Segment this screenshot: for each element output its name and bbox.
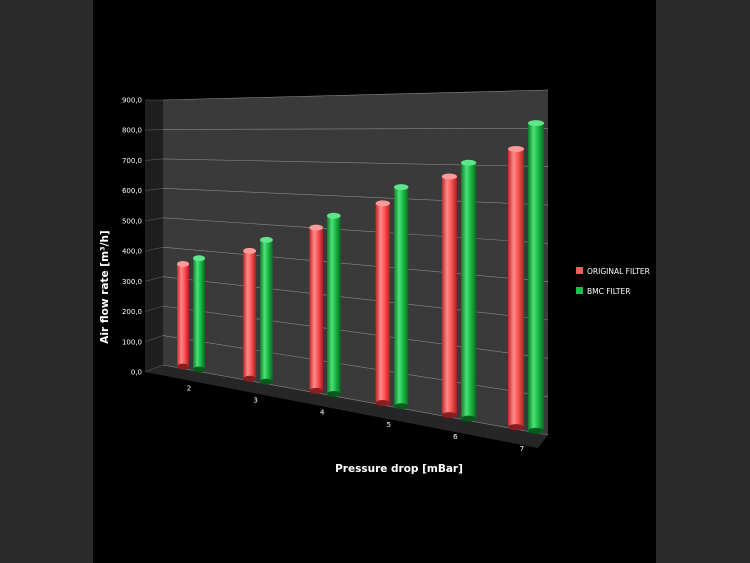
bar-original-filter xyxy=(177,261,189,370)
side-gridline xyxy=(144,364,164,373)
side-gridline xyxy=(144,305,164,312)
legend-label-original-filter: ORIGINAL FILTER xyxy=(587,267,650,276)
x-tick-label: 4 xyxy=(320,409,325,417)
bar-bmc-filter xyxy=(528,120,544,434)
bars xyxy=(177,120,544,434)
x-tick-label: 3 xyxy=(253,397,257,405)
bar-original-filter xyxy=(375,200,390,406)
x-axis-title: Pressure drop [mBar] xyxy=(335,463,463,475)
side-gridline xyxy=(144,335,164,343)
side-gridline xyxy=(144,276,164,282)
bar-bmc-filter xyxy=(394,184,409,410)
gridline xyxy=(162,335,549,397)
gridline xyxy=(162,217,549,244)
gridline xyxy=(162,89,549,101)
y-tick-label: 200,0 xyxy=(122,308,142,316)
legend: ORIGINAL FILTER BMC FILTER xyxy=(576,267,650,296)
legend-label-bmc-filter: BMC FILTER xyxy=(587,287,630,296)
y-tick-label: 600,0 xyxy=(122,187,142,195)
gridline xyxy=(162,128,549,130)
gridline xyxy=(162,364,549,436)
bar-original-filter xyxy=(441,173,457,419)
gridline xyxy=(162,188,549,206)
chart-side-wall xyxy=(145,100,163,372)
gridline xyxy=(162,246,549,282)
gridline xyxy=(162,305,549,359)
x-axis-tick-labels: 2 3 4 5 6 7 xyxy=(187,384,524,453)
x-tick-label: 5 xyxy=(387,421,391,429)
bar-original-filter xyxy=(243,247,256,382)
y-tick-label: 400,0 xyxy=(122,248,142,256)
bar-original-filter xyxy=(309,224,323,394)
gridline xyxy=(162,158,549,167)
y-tick-label: 100,0 xyxy=(122,338,142,346)
bar-chart: 0,0 100,0 200,0 300,0 400,0 500,0 600,0 700,0 80… xyxy=(99,89,650,475)
bar-bmc-filter xyxy=(461,159,477,422)
bar-bmc-filter xyxy=(327,212,341,398)
side-gridline xyxy=(144,188,164,191)
x-tick-label: 6 xyxy=(453,433,458,441)
legend-swatch-bmc-filter xyxy=(576,287,583,294)
side-gridline xyxy=(144,217,164,222)
y-tick-label: 900,0 xyxy=(122,97,142,105)
bar-original-filter xyxy=(508,146,524,431)
side-gridline xyxy=(144,246,164,252)
side-gridline xyxy=(144,158,164,161)
y-tick-label: 300,0 xyxy=(122,278,142,286)
chart-panel: 0,0 100,0 200,0 300,0 400,0 500,0 600,0 700,0 80… xyxy=(93,0,656,563)
chart-floor xyxy=(145,365,548,448)
y-axis-title: Air flow rate [m³/h] xyxy=(99,230,111,343)
x-tick-label: 7 xyxy=(520,445,524,453)
side-gridline xyxy=(144,129,164,131)
y-tick-label: 0,0 xyxy=(131,369,142,377)
y-tick-label: 700,0 xyxy=(122,157,142,165)
y-tick-label: 800,0 xyxy=(122,127,142,135)
y-tick-label: 500,0 xyxy=(122,217,142,225)
gridlines xyxy=(144,89,549,436)
legend-swatch-original-filter xyxy=(576,267,583,274)
y-axis-tick-labels: 0,0 100,0 200,0 300,0 400,0 500,0 600,0 700,0 80… xyxy=(122,97,142,377)
bar-bmc-filter xyxy=(260,236,273,385)
gridline xyxy=(162,276,549,321)
bar-bmc-filter xyxy=(193,255,205,373)
x-tick-label: 2 xyxy=(187,384,191,392)
